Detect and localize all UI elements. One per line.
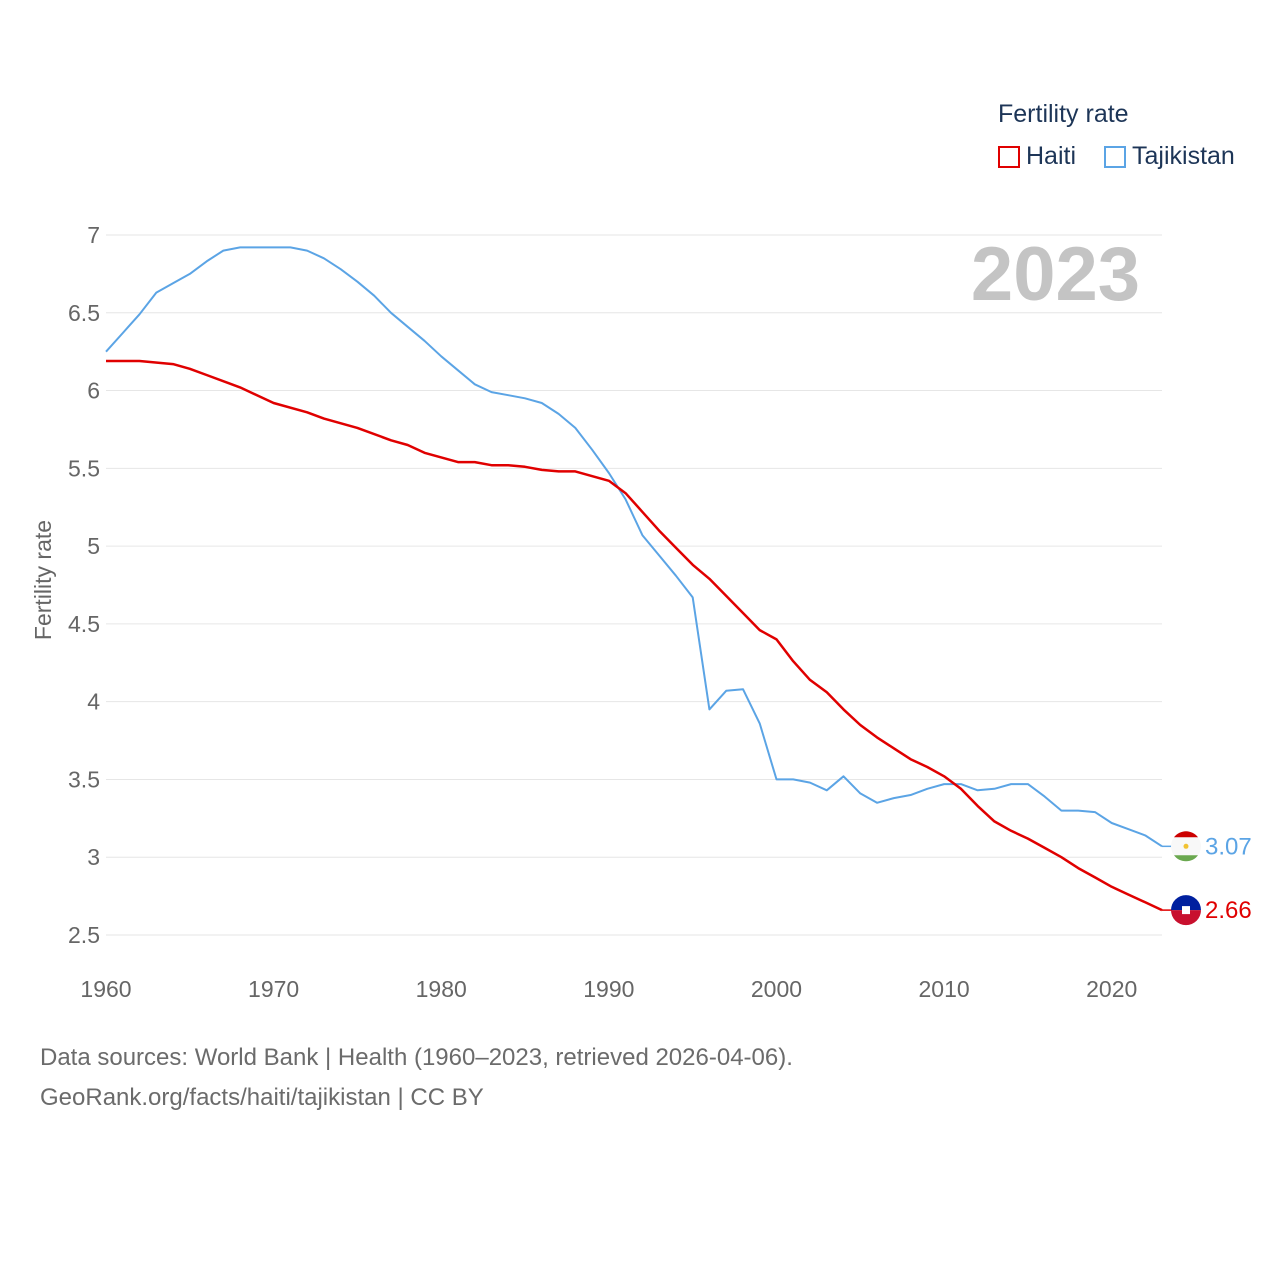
- flag-stripe-red: [1171, 910, 1201, 926]
- x-tick-label: 2000: [751, 976, 802, 1002]
- x-tick-label: 2010: [919, 976, 970, 1002]
- y-tick-label: 5.5: [68, 455, 100, 481]
- y-tick-label: 6: [87, 378, 100, 404]
- year-watermark: 2023: [971, 232, 1140, 317]
- legend-swatch-tajikistan: [1104, 145, 1126, 168]
- legend-label-haiti: Haiti: [1026, 142, 1077, 170]
- series-line-haiti: [106, 359, 1163, 912]
- flag-stripe-red: [1174, 831, 1198, 838]
- flag-crown: [1183, 843, 1189, 849]
- end-value-label-haiti: 2.66: [1205, 897, 1252, 924]
- y-tick-label: 2.5: [68, 922, 100, 948]
- y-tick-label: 4: [87, 689, 100, 715]
- y-tick-label: 4.5: [68, 611, 100, 637]
- x-tick-label: 2020: [1086, 976, 1137, 1002]
- y-tick-label: 6.5: [68, 300, 100, 326]
- legend-label-tajikistan: Tajikistan: [1132, 142, 1235, 170]
- legend-swatch-haiti: [998, 145, 1020, 168]
- data-source-line: Data sources: World Bank | Health (1960–…: [40, 1044, 793, 1071]
- y-tick-label: 7: [87, 222, 100, 248]
- legend-title: Fertility rate: [998, 100, 1129, 128]
- y-axis-title: Fertility rate: [30, 520, 56, 640]
- credit-line: GeoRank.org/facts/haiti/tajikistan | CC …: [40, 1084, 484, 1111]
- x-tick-label: 1960: [80, 976, 131, 1002]
- flag-emblem: [1182, 906, 1190, 915]
- y-tick-label: 5: [87, 533, 100, 559]
- x-tick-label: 1990: [583, 976, 634, 1002]
- flag-icon-tajikistan: [1171, 831, 1201, 862]
- legend-item-haiti[interactable]: Haiti: [998, 142, 1076, 171]
- flag-stripe-green: [1174, 855, 1198, 862]
- x-tick-label: 1980: [416, 976, 467, 1002]
- series-line-tajikistan: [105, 246, 1163, 848]
- y-tick-label: 3: [87, 844, 100, 870]
- y-tick-label: 3.5: [68, 766, 100, 792]
- end-value-label-tajikistan: 3.07: [1205, 833, 1252, 860]
- flag-stripe-blue: [1171, 895, 1201, 911]
- x-tick-label: 1970: [248, 976, 299, 1002]
- legend-item-tajikistan[interactable]: Tajikistan: [1104, 142, 1235, 171]
- flag-icon-haiti: [1171, 895, 1201, 926]
